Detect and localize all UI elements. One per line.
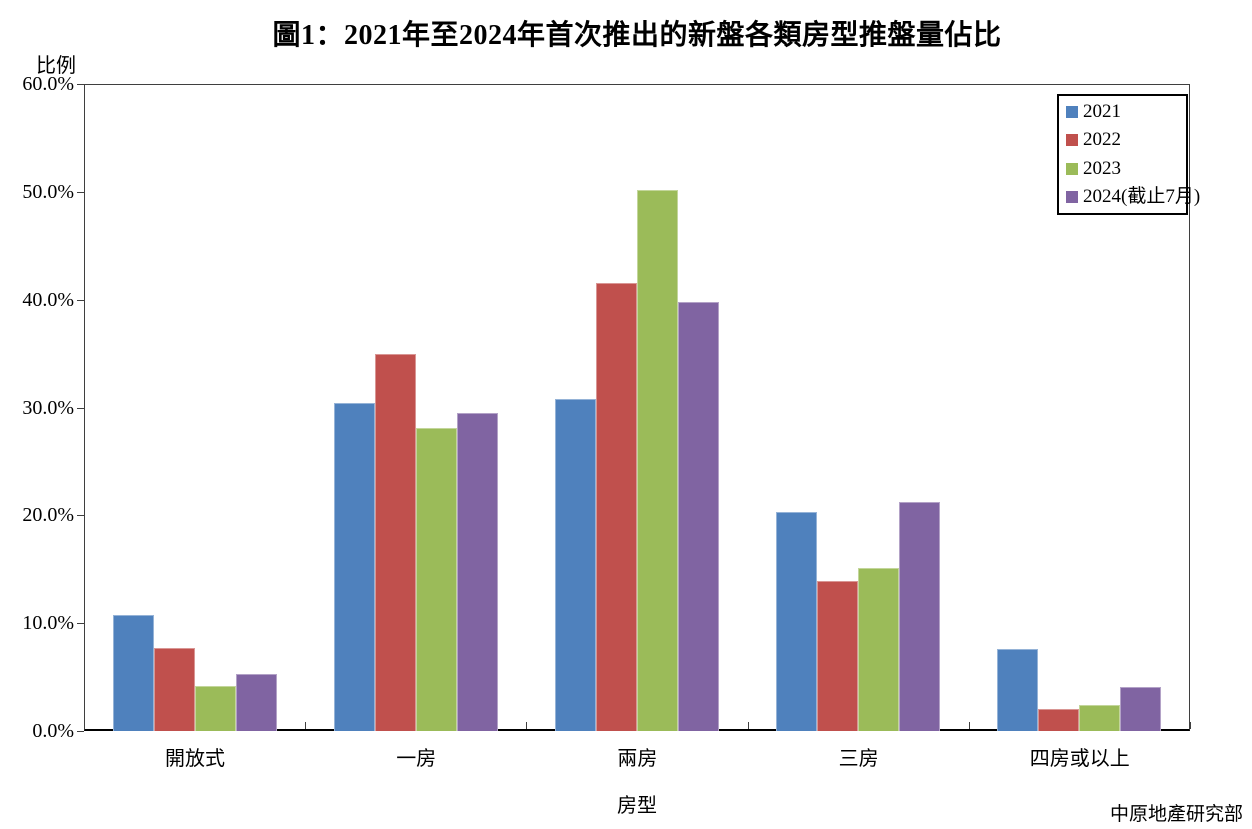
- legend-swatch-icon: [1066, 106, 1078, 119]
- bar-series-2022-cat-2: [374, 353, 416, 731]
- legend-item-2021: 2021: [1066, 102, 1186, 122]
- y-tick-mark: [77, 623, 84, 625]
- bar-series-2022-cat-3: [596, 283, 637, 731]
- legend-label: 2022: [1083, 129, 1121, 151]
- bar-series-2024(截止7月)-cat-4: [899, 502, 941, 731]
- legend-item-2023: 2023: [1066, 157, 1186, 179]
- y-tick-label: 0.0%: [32, 720, 74, 742]
- bar-series-2023-cat-3: [637, 189, 678, 731]
- x-category-label: 四房或以上: [1029, 748, 1130, 770]
- y-axis-title: 比例: [36, 55, 76, 77]
- x-tick-mark: [526, 722, 528, 729]
- y-tick-mark: [77, 299, 84, 301]
- y-tick-label: 30.0%: [22, 396, 74, 419]
- bar-series-2021-cat-4: [776, 512, 818, 731]
- bar-series-2023-cat-4: [858, 568, 900, 731]
- y-tick-label: 60.0%: [22, 73, 74, 95]
- legend-label: 2024(截止7月): [1083, 185, 1201, 207]
- x-category-label: 三房: [838, 748, 879, 770]
- legend: 2021 2022 2023 2024(截止7月): [1057, 94, 1200, 215]
- bar-series-2024(截止7月)-cat-1: [235, 673, 277, 731]
- y-tick-label: 50.0%: [22, 180, 74, 203]
- bar-series-2021-cat-2: [333, 403, 375, 731]
- x-category-label: 一房: [396, 748, 437, 770]
- bar-series-2022-cat-5: [1038, 709, 1080, 731]
- legend-item-2024(截止7月): 2024(截止7月): [1066, 186, 1200, 207]
- legend-label: 2023: [1083, 157, 1121, 179]
- bar-series-2024(截止7月)-cat-2: [456, 412, 498, 731]
- y-tick-mark: [77, 84, 84, 85]
- y-tick-label: 40.0%: [22, 288, 74, 311]
- bar-series-2021-cat-3: [555, 398, 596, 731]
- source-credit: 中原地產研究部: [1109, 804, 1243, 825]
- x-category-label: 兩房: [617, 748, 658, 770]
- x-tick-mark: [305, 722, 307, 729]
- bar-series-2023-cat-1: [194, 685, 236, 731]
- x-tick-mark: [968, 722, 970, 729]
- y-tick-label: 20.0%: [22, 504, 74, 527]
- legend-label: 2021: [1083, 101, 1121, 123]
- legend-swatch-icon: [1066, 190, 1078, 203]
- x-tick-mark: [84, 722, 85, 729]
- bar-series-2024(截止7月)-cat-5: [1120, 686, 1162, 731]
- legend-swatch-icon: [1066, 162, 1078, 175]
- bar-series-2021-cat-5: [997, 649, 1039, 731]
- y-tick-label: 10.0%: [22, 612, 74, 635]
- x-category-label: 開放式: [165, 748, 225, 770]
- bar-series-2022-cat-4: [817, 581, 859, 731]
- y-tick-mark: [77, 191, 84, 193]
- bar-series-2021-cat-1: [112, 614, 154, 731]
- chart-title: 圖1：2021年至2024年首次推出的新盤各類房型推盤量佔比: [272, 20, 1002, 51]
- x-axis-title: 房型: [617, 795, 657, 817]
- x-tick-mark: [747, 722, 749, 729]
- y-tick-mark: [77, 407, 84, 409]
- x-tick-mark: [1190, 722, 1191, 729]
- bar-series-2023-cat-5: [1079, 705, 1121, 731]
- y-tick-mark: [77, 731, 84, 732]
- bar-series-2022-cat-1: [153, 647, 195, 731]
- legend-swatch-icon: [1066, 134, 1078, 147]
- y-tick-mark: [77, 515, 84, 517]
- bar-series-2023-cat-2: [415, 427, 457, 731]
- legend-item-2022: 2022: [1066, 130, 1186, 150]
- bar-series-2024(截止7月)-cat-3: [678, 301, 719, 731]
